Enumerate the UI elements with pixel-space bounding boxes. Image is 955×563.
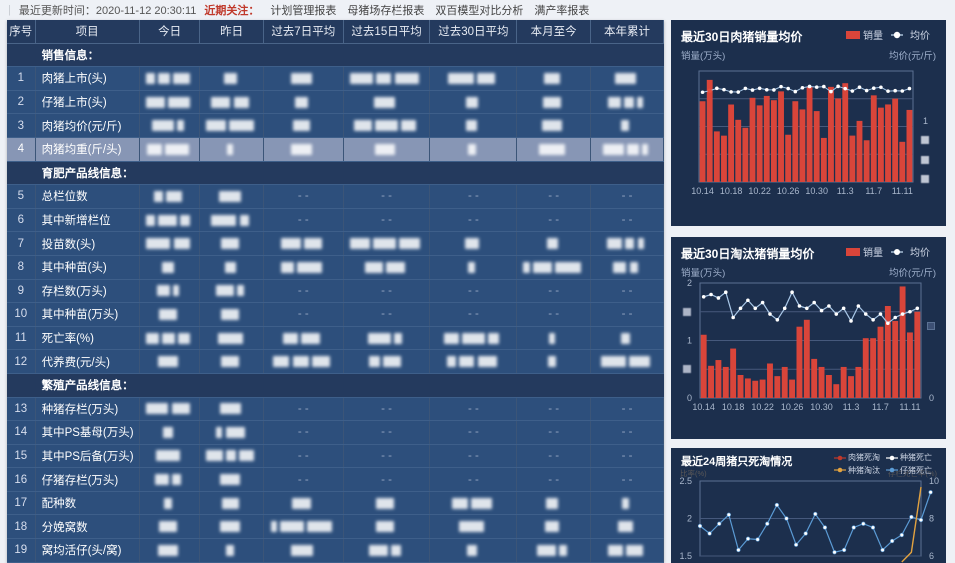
svg-text:10: 10 <box>929 476 939 486</box>
svg-text:11.11: 11.11 <box>892 186 913 196</box>
svg-text:1.5: 1.5 <box>679 551 692 561</box>
svg-text:1: 1 <box>687 336 692 346</box>
svg-text:11.3: 11.3 <box>843 402 860 412</box>
svg-text:10.18: 10.18 <box>722 402 745 412</box>
svg-text:10.22: 10.22 <box>748 186 771 196</box>
svg-text:11.11: 11.11 <box>899 402 920 412</box>
svg-text:10.14: 10.14 <box>691 186 714 196</box>
svg-text:11.3: 11.3 <box>837 186 854 196</box>
svg-text:10.14: 10.14 <box>692 402 715 412</box>
svg-text:2: 2 <box>687 514 692 524</box>
svg-text:10.30: 10.30 <box>810 402 833 412</box>
svg-text:11.7: 11.7 <box>872 402 889 412</box>
svg-text:10.30: 10.30 <box>805 186 828 196</box>
svg-text:10.18: 10.18 <box>720 186 743 196</box>
svg-text:1: 1 <box>923 116 928 126</box>
svg-text:2: 2 <box>687 278 692 288</box>
svg-text:11.7: 11.7 <box>865 186 882 196</box>
svg-text:2.5: 2.5 <box>679 476 692 486</box>
svg-text:8: 8 <box>929 514 934 524</box>
svg-text:0: 0 <box>687 393 692 403</box>
svg-text:10.22: 10.22 <box>751 402 774 412</box>
svg-text:10.26: 10.26 <box>777 186 800 196</box>
svg-text:10.26: 10.26 <box>781 402 804 412</box>
svg-text:6: 6 <box>929 551 934 561</box>
svg-text:0: 0 <box>929 393 934 403</box>
